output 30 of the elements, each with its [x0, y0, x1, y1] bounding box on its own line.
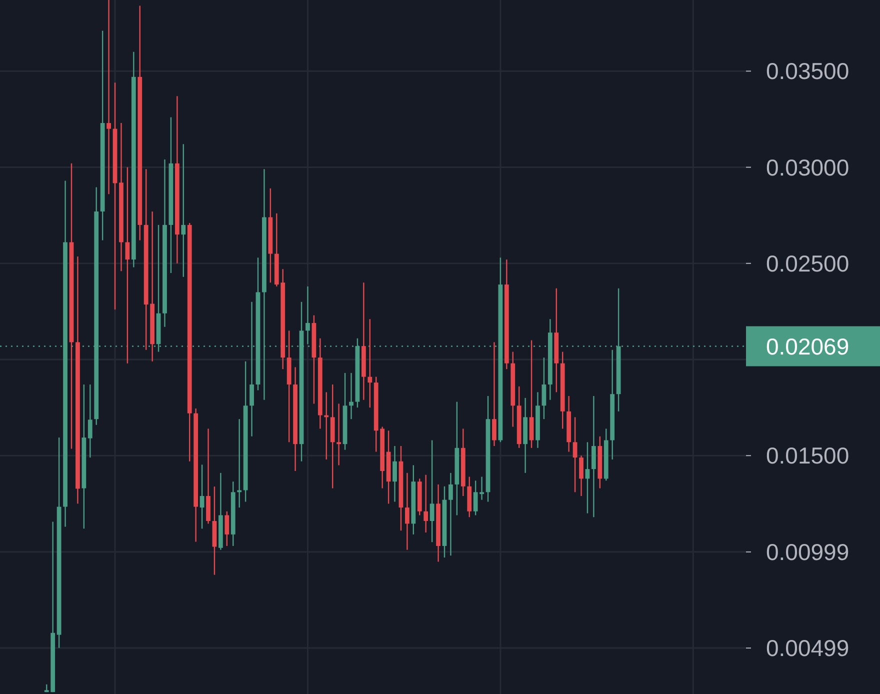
candlestick: [349, 372, 354, 420]
candlestick: [368, 318, 372, 408]
candlestick: [336, 403, 342, 466]
candlestick: [181, 144, 186, 278]
candlestick: [125, 166, 130, 364]
candlestick: [88, 384, 92, 458]
candlestick: [237, 418, 242, 508]
candlestick: [579, 455, 584, 497]
candlestick: [224, 510, 230, 547]
candlestick: [404, 472, 410, 550]
candlestick: [430, 440, 434, 543]
candlestick: [448, 472, 453, 556]
candlestick: [591, 395, 596, 518]
y-tick-label: 0.00499: [766, 635, 850, 662]
y-tick-label: 0.03000: [766, 154, 850, 180]
candlestick: [585, 442, 590, 514]
y-tick-label: 0.03500: [766, 58, 850, 84]
candlestick: [324, 392, 329, 460]
y-tick-label: 0.01500: [766, 442, 850, 469]
ref-line-label: 0.02069: [766, 333, 850, 360]
y-tick-label: 0.00999: [766, 538, 850, 565]
candlestick: [424, 474, 428, 534]
candlestick: [492, 342, 496, 447]
y-tick-label: 0.02500: [766, 250, 850, 276]
candlestick: [542, 356, 546, 420]
candlestick: [200, 464, 204, 530]
candlestick: [392, 445, 397, 502]
candlestick: [572, 416, 578, 493]
candlestick: [529, 340, 534, 449]
candlestick: [106, 0, 111, 195]
